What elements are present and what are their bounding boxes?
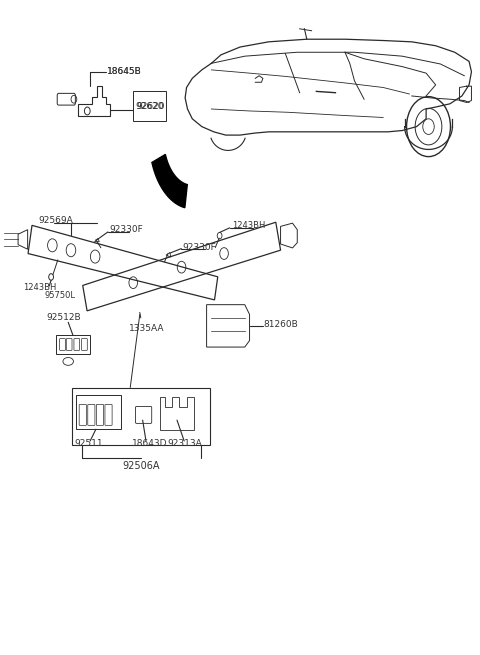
Text: 18645B: 18645B (108, 67, 142, 77)
Text: 92569A: 92569A (38, 216, 73, 225)
Text: 92620: 92620 (135, 102, 164, 111)
Text: 95750L: 95750L (45, 291, 75, 301)
Text: 18643D: 18643D (132, 439, 167, 448)
Polygon shape (152, 155, 187, 208)
Text: 92506A: 92506A (122, 460, 160, 471)
Text: 1335AA: 1335AA (129, 324, 165, 333)
Text: 92620: 92620 (136, 102, 165, 111)
Text: 18645B: 18645B (108, 67, 142, 77)
Text: 1243BH: 1243BH (23, 283, 56, 292)
Text: 92313A: 92313A (168, 439, 202, 448)
Text: 92512B: 92512B (47, 312, 81, 322)
Text: 92511: 92511 (74, 439, 103, 448)
Text: 81260B: 81260B (264, 320, 299, 329)
Text: 92330F: 92330F (109, 225, 143, 234)
Text: 92330F: 92330F (183, 243, 216, 252)
Text: 1243BH: 1243BH (232, 221, 265, 231)
